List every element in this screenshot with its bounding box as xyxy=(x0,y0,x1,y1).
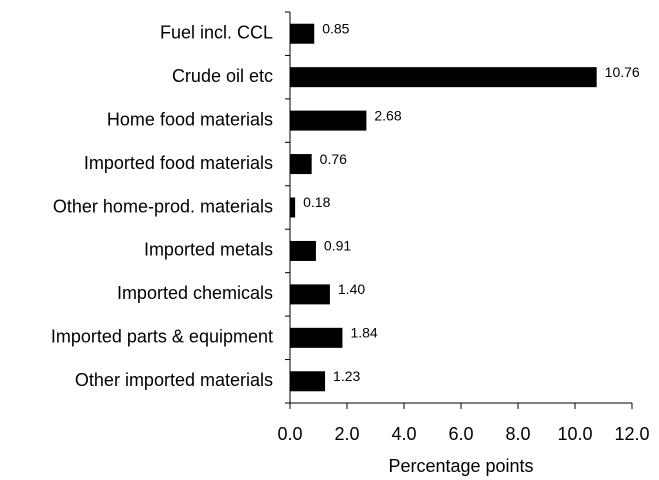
y-tick-label: Imported chemicals xyxy=(117,283,273,303)
bar xyxy=(290,284,330,305)
x-tick-label: 0.0 xyxy=(277,424,302,444)
value-label: 0.76 xyxy=(320,151,347,167)
value-label: 0.91 xyxy=(324,238,351,254)
bar xyxy=(290,197,296,218)
y-tick-label: Fuel incl. CCL xyxy=(160,22,273,42)
bar xyxy=(290,67,597,88)
y-tick-label: Imported metals xyxy=(144,240,273,260)
x-axis-title: Percentage points xyxy=(388,456,533,476)
value-label: 2.68 xyxy=(374,107,401,123)
y-tick-label: Imported parts & equipment xyxy=(51,327,273,347)
x-tick-label: 8.0 xyxy=(505,424,530,444)
y-tick-label: Imported food materials xyxy=(84,153,273,173)
x-tick-label: 6.0 xyxy=(448,424,473,444)
value-label: 1.84 xyxy=(350,325,377,341)
y-tick-label: Other home-prod. materials xyxy=(53,196,273,216)
bar xyxy=(290,371,326,392)
x-tick-label: 2.0 xyxy=(334,424,359,444)
y-tick-label: Crude oil etc xyxy=(172,66,273,86)
bar xyxy=(290,110,367,131)
bar xyxy=(290,23,315,44)
value-label: 1.40 xyxy=(338,281,365,297)
bar xyxy=(290,154,312,175)
bar xyxy=(290,327,343,348)
x-tick-label: 10.0 xyxy=(557,424,592,444)
y-tick-label: Other imported materials xyxy=(75,370,273,390)
value-label: 1.23 xyxy=(333,368,360,384)
y-tick-label: Home food materials xyxy=(107,109,273,129)
value-label: 0.85 xyxy=(322,20,349,36)
x-tick-label: 12.0 xyxy=(614,424,649,444)
bar xyxy=(290,240,316,261)
x-tick-label: 4.0 xyxy=(391,424,416,444)
value-label: 0.18 xyxy=(303,194,330,210)
value-label: 10.76 xyxy=(605,64,640,80)
